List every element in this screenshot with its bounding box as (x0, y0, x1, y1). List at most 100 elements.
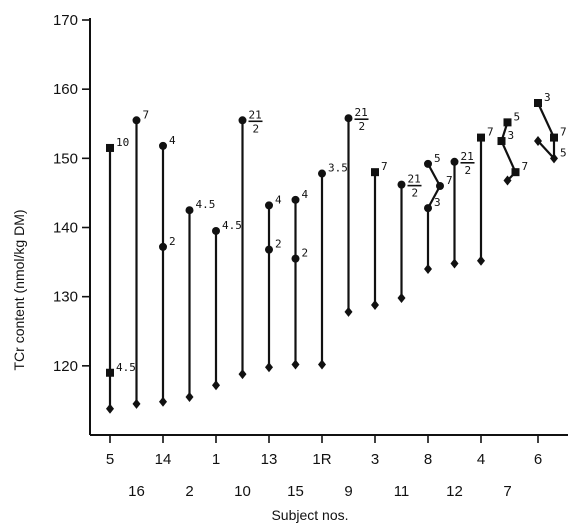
axes (89, 18, 568, 436)
point-label: 2 (275, 238, 282, 251)
diamond-marker (159, 396, 167, 407)
y-tick-label: 160 (53, 81, 78, 98)
x-ticks: 5 16 14 2 1 10 13 15 1R 9 3 11 8 12 4 7 6 (106, 435, 542, 500)
point-label: 4.5 (116, 361, 136, 374)
circle-marker (344, 114, 353, 123)
square-marker (106, 368, 114, 377)
circle-marker (265, 245, 273, 254)
circle-marker (132, 116, 141, 125)
point-label: 4.5 (222, 219, 242, 232)
x-tick-label: 11 (394, 483, 410, 500)
diamond-marker (450, 258, 459, 269)
circle-marker (397, 180, 406, 189)
x-tick-label: 9 (344, 483, 352, 500)
square-marker (477, 133, 485, 142)
circle-marker (424, 204, 432, 213)
diamond-marker (291, 359, 300, 370)
connector-line (427, 185, 441, 209)
circle-marker (291, 254, 300, 263)
point-label: 4 (302, 188, 309, 201)
point-label: 3.5 (328, 162, 348, 175)
point-label-numerator: 21 (249, 108, 262, 121)
x-tick-label: 14 (155, 451, 172, 468)
square-marker (106, 143, 114, 152)
diamond-marker (534, 136, 542, 147)
point-label: 7 (560, 126, 567, 139)
point-label-denominator: 2 (253, 122, 260, 135)
diamond-marker (550, 153, 558, 164)
y-axis-title: TCr content (nmol/kg DM) (11, 209, 27, 370)
point-label: 3 (434, 196, 441, 209)
square-marker (503, 118, 512, 127)
circle-marker (159, 242, 167, 251)
y-tick-label: 170 (53, 12, 78, 29)
diamond-marker (318, 359, 326, 370)
x-tick-label: 4 (477, 451, 485, 468)
point-label-numerator: 21 (461, 150, 474, 163)
diamond-marker (477, 255, 485, 266)
circle-marker (318, 169, 326, 178)
point-label-numerator: 21 (355, 106, 368, 119)
circle-marker (185, 206, 194, 215)
diamond-marker (503, 175, 512, 186)
square-marker (550, 133, 558, 142)
circle-marker (238, 116, 247, 125)
connector-line (427, 163, 441, 187)
y-tick-label: 140 (53, 220, 78, 237)
square-marker (371, 168, 379, 177)
diamond-marker (371, 299, 379, 310)
x-tick-label: 16 (128, 483, 145, 500)
diamond-marker (212, 380, 220, 391)
point-label: 5 (560, 146, 567, 159)
point-label: 4.5 (196, 198, 216, 211)
circle-marker (212, 226, 220, 235)
point-label: 7 (522, 160, 529, 173)
connector-line (537, 102, 555, 139)
point-label: 7 (446, 174, 453, 187)
diamond-marker (265, 362, 273, 373)
diamond-marker (132, 398, 141, 409)
x-tick-label: 1R (312, 451, 331, 468)
diamond-marker (424, 264, 432, 274)
point-label-denominator: 2 (412, 187, 419, 200)
point-label-numerator: 21 (408, 173, 421, 186)
diamond-marker (397, 293, 406, 304)
x-tick-label: 2 (185, 483, 193, 500)
point-label-denominator: 2 (359, 120, 366, 133)
data-marks: 104.57424.54.521242423.52127212573212753… (106, 91, 567, 414)
circle-marker (424, 159, 432, 168)
point-label: 2 (169, 235, 176, 248)
diamond-marker (106, 403, 114, 414)
square-marker (497, 137, 506, 146)
x-tick-label: 15 (287, 483, 304, 500)
square-marker (534, 99, 542, 107)
point-label: 7 (487, 126, 494, 139)
point-label: 7 (381, 160, 388, 173)
x-tick-label: 6 (534, 451, 542, 468)
x-tick-label: 7 (503, 483, 511, 500)
y-ticks: 120 130 140 150 160 170 (53, 12, 90, 375)
circle-marker (265, 201, 273, 210)
connector-line (537, 140, 555, 160)
x-axis-title: Subject nos. (271, 507, 348, 523)
x-tick-label: 1 (212, 451, 220, 468)
diamond-marker (185, 391, 194, 402)
point-label: 5 (434, 152, 441, 165)
circle-marker (436, 182, 444, 190)
y-tick-label: 150 (53, 150, 78, 167)
connector-line (500, 140, 517, 173)
x-tick-label: 10 (234, 483, 251, 500)
x-tick-label: 13 (261, 451, 278, 468)
point-label: 3 (544, 91, 551, 104)
x-tick-label: 5 (106, 451, 114, 468)
point-label: 5 (514, 110, 521, 123)
point-label: 3 (508, 129, 515, 142)
diamond-marker (238, 369, 247, 380)
circle-marker (159, 141, 167, 150)
circle-marker (291, 195, 300, 204)
point-label: 7 (143, 108, 150, 121)
x-tick-label: 3 (371, 451, 379, 468)
point-label-denominator: 2 (465, 164, 472, 177)
diamond-marker (344, 306, 353, 317)
